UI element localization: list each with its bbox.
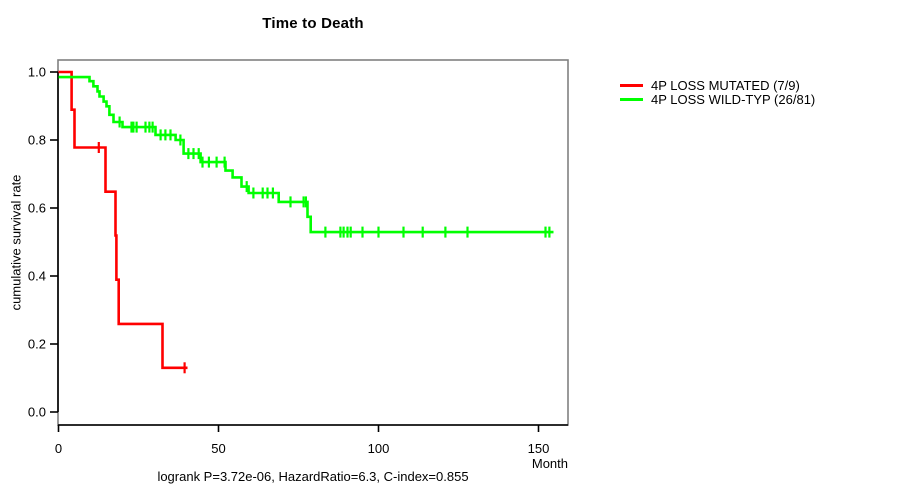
x-tick-label: 150: [528, 441, 550, 456]
legend-line-swatch: [620, 97, 643, 101]
km-curve-mutated: [58, 70, 188, 370]
y-tick-label: 0.0: [28, 405, 46, 420]
legend: 4P LOSS MUTATED (7/9) 4P LOSS WILD-TYP (2…: [620, 77, 816, 107]
y-tick-label: 0.8: [28, 133, 46, 148]
y-tick-label: 0.6: [28, 201, 46, 216]
legend-label: 4P LOSS WILD-TYP (26/81): [651, 91, 816, 107]
y-tick-label: 1.0: [28, 65, 46, 80]
km-curve-wildtype: [58, 75, 554, 234]
logrank-annotation: logrank P=3.72e-06, HazardRatio=6.3, C-i…: [157, 469, 469, 484]
y-tick-label: 0.2: [28, 337, 46, 352]
legend-line-swatch: [620, 83, 643, 87]
plot-box: [57, 59, 569, 426]
chart-title: Time to Death: [262, 15, 364, 32]
x-tick-label: 100: [368, 441, 390, 456]
legend-label: 4P LOSS MUTATED (7/9): [651, 77, 800, 93]
x-tick-label: 50: [211, 441, 225, 456]
x-tick-label: 0: [55, 441, 62, 456]
legend-row: 4P LOSS MUTATED (7/9): [620, 77, 815, 93]
legend-row: 4P LOSS WILD-TYP (26/81): [620, 91, 816, 107]
x-axis-title: Month: [531, 456, 568, 471]
y-tick-label: 0.4: [28, 269, 46, 284]
